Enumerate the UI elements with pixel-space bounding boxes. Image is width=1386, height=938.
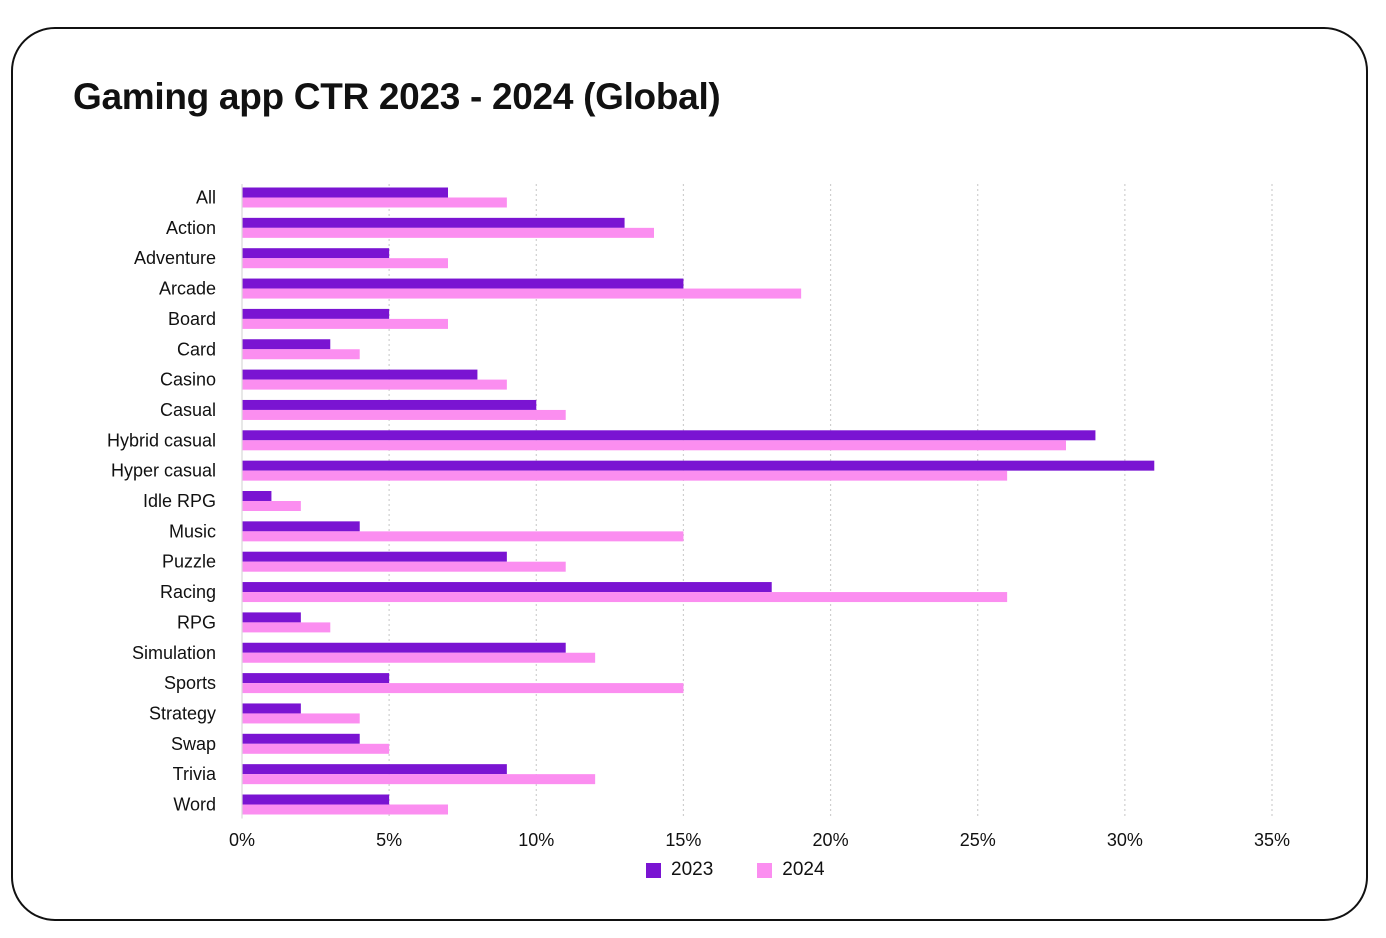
bar-card-2024 [242,349,360,360]
category-label: Hybrid casual [107,430,216,450]
bar-casual-2024 [242,409,566,420]
bar-hybrid-casual-2024 [242,440,1066,451]
bar-music-2024 [242,531,684,542]
category-label: Adventure [134,248,216,268]
category-label: Arcade [159,279,216,299]
category-label: Simulation [132,643,216,663]
category-label: Strategy [149,703,216,723]
bar-idle-rpg-2023 [242,491,272,501]
bar-puzzle-2023 [242,551,507,562]
bar-hyper-casual-2024 [242,470,1008,481]
bar-action-2023 [242,217,625,228]
legend-swatch-2023 [646,862,661,878]
x-tick-labels: 0% 5% 10% 15% 20% 25% 30% 35% [229,830,1290,850]
chart-title: Gaming app CTR 2023 - 2024 (Global) [73,76,721,117]
category-label: Trivia [173,764,217,784]
bar-rpg-2023 [242,612,301,623]
legend-item-2023: 2023 [646,859,713,881]
x-tick-label: 20% [813,830,849,850]
bar-puzzle-2024 [242,561,566,572]
bar-casino-2023 [242,369,478,380]
bar-all-2023 [242,187,448,198]
category-label: Word [173,795,216,815]
x-tick-label: 10% [518,830,554,850]
category-label: Puzzle [162,552,216,572]
bars-layer [242,187,1155,815]
category-label: Idle RPG [143,491,216,511]
bar-hyper-casual-2023 [242,460,1155,471]
bar-racing-2023 [242,582,772,593]
category-label: Casino [160,370,216,390]
legend-item-2024: 2024 [757,859,825,881]
x-tick-label: 5% [376,830,402,850]
legend-label-2023: 2023 [671,859,714,880]
bar-arcade-2023 [242,278,684,289]
category-label: Hyper casual [111,461,216,481]
bar-strategy-2023 [242,703,301,714]
x-tick-label: 30% [1107,830,1143,850]
category-label: Sports [164,673,216,693]
legend-swatch-2024 [757,862,773,878]
bar-word-2023 [242,794,390,805]
x-tick-label: 25% [960,830,996,850]
bar-strategy-2024 [242,713,360,724]
bar-all-2024 [242,197,507,208]
bar-simulation-2023 [242,642,566,653]
bar-sports-2024 [242,683,684,694]
bar-racing-2024 [242,592,1008,603]
bar-trivia-2024 [242,774,596,785]
bar-action-2024 [242,227,654,238]
x-tick-label: 15% [665,830,701,850]
bar-casino-2024 [242,379,507,390]
bar-casual-2023 [242,399,537,410]
category-label: Swap [171,734,216,754]
legend-label-2024: 2024 [782,859,825,880]
bar-arcade-2024 [242,288,802,299]
bar-board-2023 [242,308,390,319]
x-tick-label: 35% [1254,830,1290,850]
bar-trivia-2023 [242,764,507,775]
bar-adventure-2023 [242,248,390,259]
category-label: Casual [160,400,216,420]
category-label: Action [166,218,216,238]
bar-swap-2023 [242,733,360,744]
category-label: RPG [177,612,216,632]
bar-idle-rpg-2024 [242,501,301,511]
bar-simulation-2024 [242,652,596,663]
bar-hybrid-casual-2023 [242,430,1096,441]
category-label: Board [168,309,216,329]
category-labels: All Action Adventure Arcade Board Card Casino C… [107,188,217,815]
legend: 2023 2024 [646,859,825,881]
bar-adventure-2024 [242,258,448,269]
bar-sports-2023 [242,673,390,684]
bar-word-2024 [242,804,448,815]
bar-music-2023 [242,521,360,532]
x-tick-label: 0% [229,830,255,850]
category-label: Card [177,339,216,359]
bar-card-2023 [242,339,331,350]
bar-swap-2024 [242,743,390,754]
category-label: Music [169,521,216,541]
category-label: Racing [160,582,216,602]
bar-rpg-2024 [242,622,331,633]
category-label: All [196,188,216,208]
bar-board-2024 [242,318,448,329]
